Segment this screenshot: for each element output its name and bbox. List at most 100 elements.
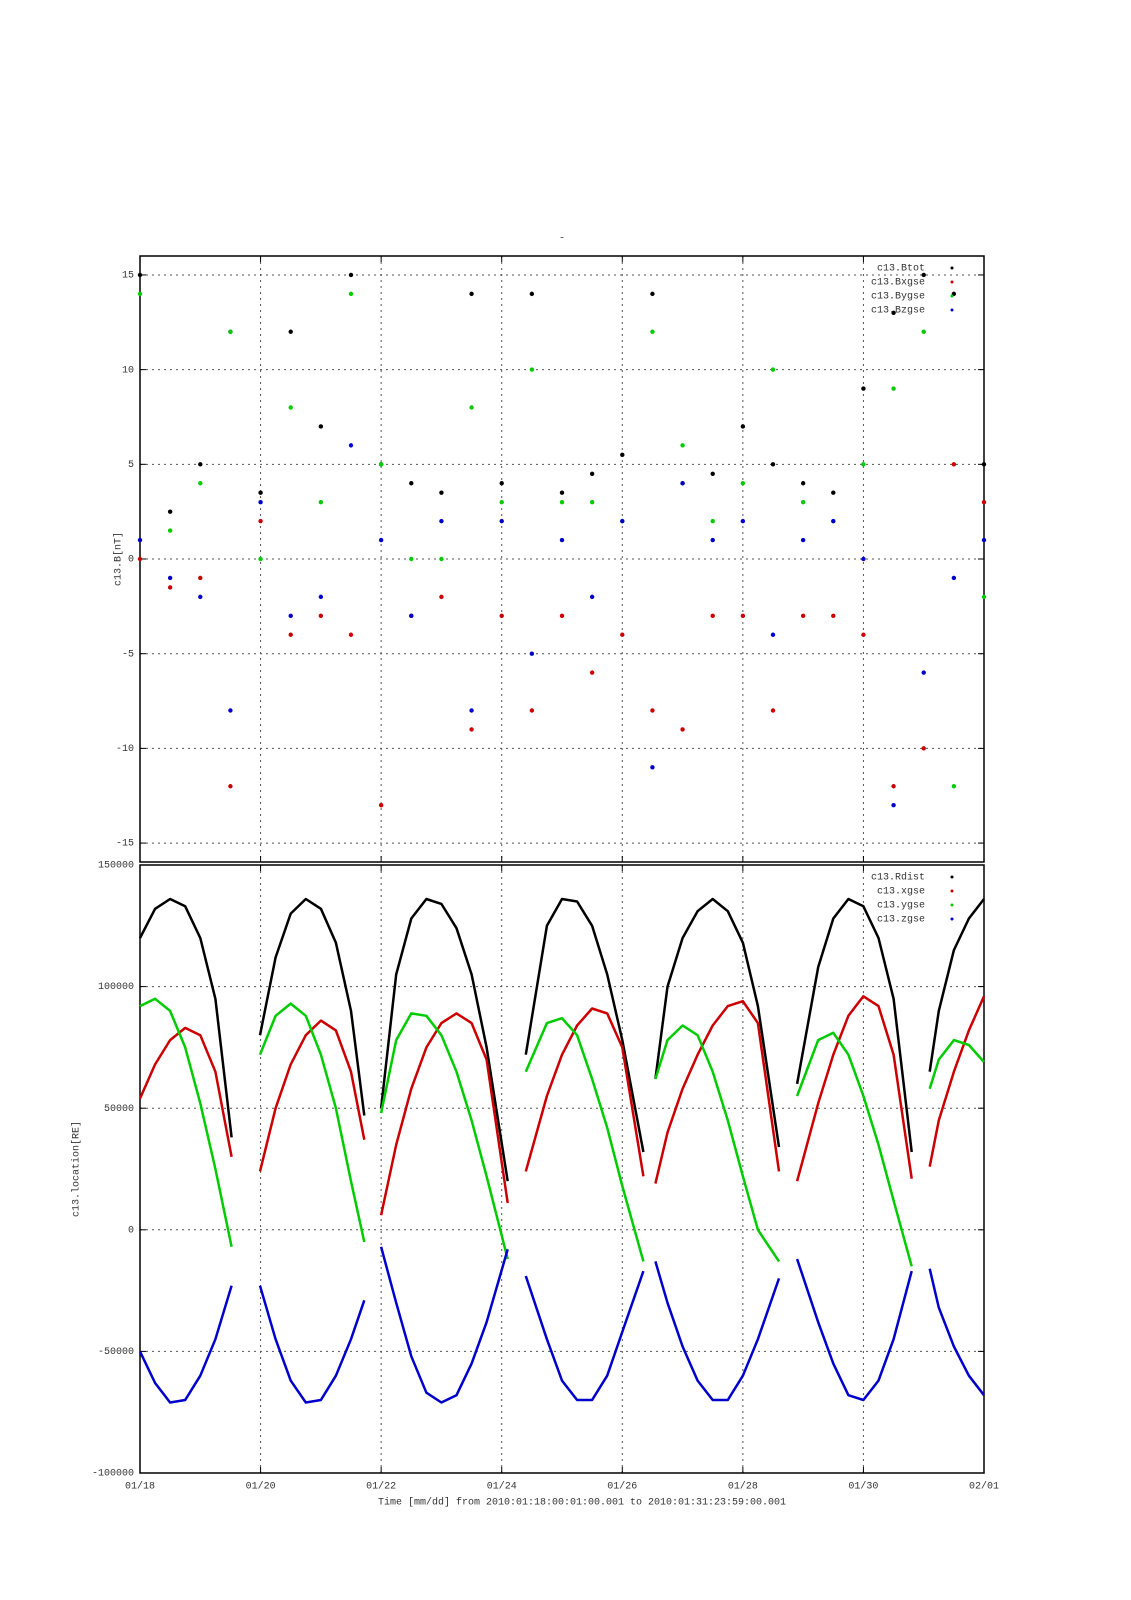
- data-point: [348, 272, 354, 278]
- y-tick-label: -15: [116, 839, 134, 850]
- data-point: [831, 518, 836, 524]
- legend-label: c13.Bxgse: [871, 278, 925, 289]
- data-point: [288, 405, 293, 410]
- data-point: [891, 386, 896, 391]
- data-point: [529, 651, 535, 656]
- data-point: [378, 802, 384, 808]
- data-point: [559, 499, 565, 505]
- data-point: [981, 462, 987, 467]
- legend-label: c13.Bygse: [871, 292, 925, 303]
- data-point: [740, 613, 746, 619]
- data-line: [138, 1246, 985, 1404]
- data-point: [439, 594, 444, 600]
- y-axis-label: c13.B[nT]: [113, 532, 125, 586]
- y-tick-label: -50000: [98, 1347, 134, 1358]
- data-point: [499, 481, 504, 486]
- chart-title: -: [559, 234, 565, 245]
- data-point: [167, 575, 173, 581]
- data-point: [951, 462, 957, 467]
- data-point: [198, 462, 203, 467]
- data-point: [469, 727, 474, 732]
- x-tick-label: 01/24: [487, 1481, 517, 1493]
- data-point: [228, 329, 233, 334]
- data-line: [139, 997, 985, 1267]
- legend-symbol: [950, 875, 954, 879]
- data-point: [469, 291, 474, 297]
- data-point: [921, 746, 926, 751]
- data-point: [198, 481, 203, 486]
- y-axis-label: c13.location[RE]: [71, 1121, 83, 1217]
- data-point: [770, 632, 776, 637]
- y-tick-label: 10: [122, 365, 134, 376]
- legend-symbol: [950, 889, 954, 893]
- data-point: [650, 291, 655, 297]
- y-tick-label: 0: [128, 1225, 134, 1236]
- data-point: [529, 291, 535, 297]
- data-point: [499, 518, 504, 524]
- data-point: [710, 471, 715, 476]
- data-point: [620, 452, 625, 458]
- data-point: [409, 481, 414, 486]
- data-point: [499, 499, 504, 505]
- y-tick-label: -100000: [92, 1469, 134, 1480]
- data-point: [680, 443, 685, 448]
- data-point: [589, 670, 595, 675]
- data-point: [137, 537, 143, 543]
- legend-symbol: [950, 903, 954, 907]
- data-point: [167, 585, 173, 590]
- legend-symbol: [950, 280, 954, 284]
- data-point: [137, 291, 143, 297]
- data-point: [137, 272, 143, 278]
- data-point: [650, 765, 655, 770]
- data-point: [439, 518, 444, 524]
- data-point: [800, 613, 806, 619]
- data-line: [138, 995, 986, 1216]
- data-point: [288, 613, 293, 619]
- data-point: [318, 613, 324, 619]
- data-point: [650, 329, 655, 334]
- x-axis-label: Time [mm/dd] from 2010:01:18:00:01:00.00…: [378, 1497, 786, 1509]
- data-point: [921, 329, 926, 334]
- data-point: [198, 594, 203, 600]
- y-tick-label: 5: [128, 460, 134, 471]
- legend-label: c13.ygse: [877, 901, 925, 912]
- x-tick-label: 01/28: [728, 1481, 758, 1493]
- data-point: [740, 481, 746, 486]
- data-point: [469, 405, 474, 410]
- data-point: [921, 670, 926, 675]
- legend-label: c13.zgse: [877, 915, 925, 926]
- data-point: [861, 632, 866, 637]
- data-point: [529, 367, 535, 372]
- data-point: [800, 537, 806, 543]
- data-point: [469, 708, 474, 713]
- x-tick-label: 01/22: [366, 1481, 396, 1493]
- data-point: [258, 490, 263, 495]
- data-point: [740, 518, 746, 524]
- data-line: [138, 897, 985, 1182]
- data-point: [800, 481, 806, 486]
- y-tick-label: 50000: [104, 1104, 134, 1115]
- data-point: [891, 784, 896, 789]
- legend-symbol: [950, 308, 954, 312]
- data-point: [620, 518, 625, 524]
- data-point: [861, 556, 866, 562]
- data-point: [620, 632, 625, 637]
- data-point: [981, 537, 987, 543]
- x-tick-label: 01/20: [246, 1481, 276, 1493]
- data-point: [378, 462, 384, 467]
- data-point: [409, 613, 414, 619]
- data-point: [650, 708, 655, 713]
- data-point: [348, 443, 354, 448]
- data-point: [710, 537, 715, 543]
- y-tick-label: 0: [128, 555, 134, 566]
- data-point: [831, 613, 836, 619]
- data-point: [891, 802, 896, 808]
- data-point: [710, 518, 715, 524]
- data-point: [770, 462, 776, 467]
- data-point: [861, 386, 866, 391]
- data-point: [770, 367, 776, 372]
- legend-label: c13.xgse: [877, 887, 925, 898]
- y-tick-label: 150000: [98, 861, 134, 872]
